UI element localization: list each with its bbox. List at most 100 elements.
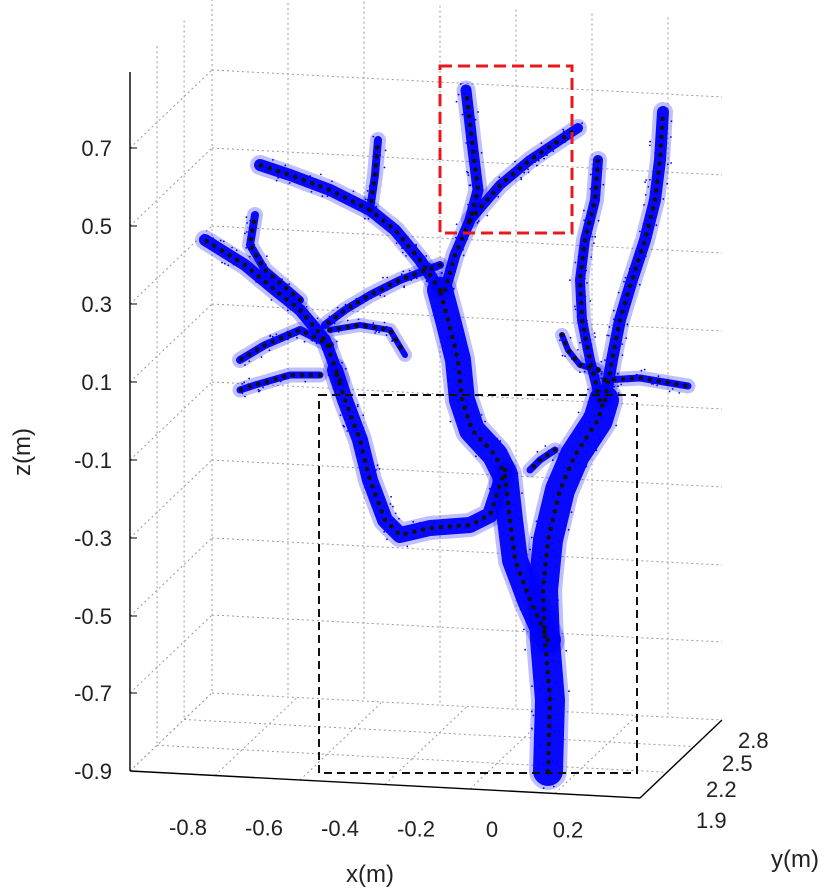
skeleton-point xyxy=(376,500,382,506)
y-tick-label: 2.2 xyxy=(706,777,737,802)
cloud-point xyxy=(558,730,560,733)
cloud-point xyxy=(339,414,342,417)
cloud-point xyxy=(623,280,625,283)
skeleton-point xyxy=(538,621,543,626)
cloud-point xyxy=(647,186,650,188)
cloud-point xyxy=(536,450,539,453)
cloud-point xyxy=(496,437,498,440)
cloud-point xyxy=(369,495,372,498)
cloud-point xyxy=(521,492,523,494)
cloud-point xyxy=(541,594,544,597)
cloud-point xyxy=(270,299,273,301)
cloud-point xyxy=(355,297,358,300)
cloud-point xyxy=(303,329,305,332)
cloud-point xyxy=(554,730,556,732)
cloud-point xyxy=(262,386,264,389)
cloud-point xyxy=(656,384,658,387)
center-right-twig-halo xyxy=(461,119,587,229)
cloud-point xyxy=(574,308,577,311)
cloud-point xyxy=(629,289,631,292)
cloud-point xyxy=(534,609,537,611)
skeleton-point xyxy=(465,413,470,419)
cloud-point xyxy=(545,737,548,739)
skeleton-point xyxy=(638,375,644,381)
cloud-point xyxy=(530,536,533,539)
cloud-point xyxy=(602,396,605,399)
cloud-point xyxy=(342,385,344,388)
cloud-point xyxy=(374,332,376,334)
cloud-point xyxy=(656,139,659,142)
skeleton-point xyxy=(479,204,485,209)
skeleton-point xyxy=(256,274,262,279)
skeleton-point xyxy=(239,356,244,362)
cloud-point xyxy=(410,249,413,251)
skeleton-point xyxy=(447,270,453,276)
cloud-point xyxy=(409,252,412,255)
cloud-point xyxy=(613,386,615,388)
skeleton-point xyxy=(554,500,560,505)
cloud-point xyxy=(401,251,404,254)
cloud-point xyxy=(368,446,370,449)
cloud-point xyxy=(462,254,465,257)
skeleton-point xyxy=(247,384,252,390)
skeleton-point xyxy=(641,240,647,246)
cloud-point xyxy=(580,279,583,282)
cloud-point xyxy=(246,231,248,233)
cloud-point xyxy=(472,215,474,218)
cloud-point xyxy=(546,154,548,157)
cloud-point xyxy=(628,267,631,270)
cloud-point xyxy=(542,787,545,789)
cloud-point xyxy=(284,164,287,167)
cloud-point xyxy=(384,149,387,152)
cloud-point xyxy=(593,332,596,334)
skeleton-point xyxy=(342,195,348,200)
cloud-point xyxy=(616,372,619,375)
skeleton-point xyxy=(334,369,340,374)
cloud-point xyxy=(241,383,244,385)
cloud-point xyxy=(600,158,602,161)
cloud-point xyxy=(351,429,354,431)
cloud-point xyxy=(607,334,610,337)
cloud-point xyxy=(219,239,222,242)
cloud-point xyxy=(410,274,413,277)
cloud-point xyxy=(531,584,533,587)
cloud-point xyxy=(538,687,541,690)
cloud-point xyxy=(441,279,444,281)
cloud-point xyxy=(506,513,508,516)
cloud-point xyxy=(540,633,542,636)
grid-line-floor xyxy=(129,692,213,772)
cloud-point xyxy=(469,419,472,421)
cloud-point xyxy=(597,434,599,436)
z-tick-label: -0.1 xyxy=(74,448,112,473)
cloud-point xyxy=(569,279,571,282)
cloud-point xyxy=(477,449,479,452)
cloud-point xyxy=(325,342,327,344)
skeleton-point xyxy=(301,177,306,183)
cloud-point xyxy=(313,326,315,329)
skeleton-point xyxy=(514,562,520,568)
cloud-point xyxy=(606,386,608,389)
grid-lines xyxy=(129,0,723,799)
cloud-point xyxy=(214,247,217,250)
cloud-point xyxy=(559,134,562,137)
cloud-point xyxy=(315,320,318,323)
skeleton-point xyxy=(445,317,451,322)
grid-line-left-wall xyxy=(129,147,213,227)
x-tick-label: 0 xyxy=(486,817,498,842)
cloud-point xyxy=(471,113,473,115)
skeleton-point xyxy=(658,143,664,149)
cloud-point xyxy=(542,602,544,605)
cloud-point xyxy=(311,329,314,332)
cloud-point xyxy=(555,681,558,684)
skeleton-point xyxy=(495,457,500,463)
skeleton-point xyxy=(212,243,217,249)
cloud-point xyxy=(211,242,214,245)
center-upper-branch-halo xyxy=(435,80,488,300)
cloud-point xyxy=(282,170,284,173)
cloud-point xyxy=(385,334,388,336)
skeleton-point xyxy=(543,642,548,648)
skeleton-point xyxy=(456,361,461,366)
cloud-point xyxy=(248,255,251,258)
cloud-point xyxy=(333,322,336,325)
cloud-point xyxy=(334,355,336,357)
